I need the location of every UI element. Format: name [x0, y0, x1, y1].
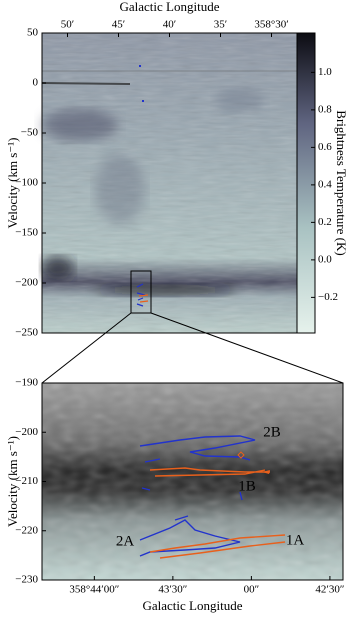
colorbar-tick-label: 0.2 [318, 216, 332, 228]
x-tick-label: 358°30′ [254, 19, 288, 31]
y-tick-label: −190 [15, 377, 38, 389]
colorbar-tick-label: −0.2 [318, 291, 338, 303]
y-tick-label: −150 [15, 227, 38, 239]
annotation: 1A [286, 532, 305, 548]
x-tick-label: 40′ [163, 19, 176, 31]
y-tick-label: −200 [15, 277, 38, 289]
x-tick-label: 50′ [61, 19, 74, 31]
top-image [41, 32, 298, 334]
y-tick-label: −100 [15, 177, 38, 189]
x-tick-label: 43′30″ [158, 584, 187, 596]
y-tick-label: −210 [15, 475, 38, 487]
y-tick-label: −50 [21, 127, 39, 139]
colorbar-tick-label: 1.0 [318, 66, 332, 78]
colorbar-tick-label: 0.0 [318, 253, 332, 265]
colorbar [296, 32, 316, 334]
x-tick-label: 358°44′00″ [69, 584, 119, 596]
y-axis-label: Velocity (km s⁻¹) [5, 138, 20, 229]
y-tick-label: −200 [15, 426, 38, 438]
x-tick-label: 35′ [214, 19, 227, 31]
y-axis-label: Velocity (km s⁻¹) [5, 436, 20, 527]
y-tick-label: −230 [15, 574, 38, 586]
annotation: 2A [116, 533, 135, 549]
x-tick-label: 42′30″ [315, 584, 344, 596]
colorbar-tick-label: 0.4 [318, 178, 332, 190]
y-tick-label: 0 [33, 77, 39, 89]
annotation: 1B [238, 478, 256, 494]
colorbar-tick-label: 0.8 [318, 103, 332, 115]
zoom-line [150, 312, 344, 384]
bottom-image [41, 382, 344, 581]
x-axis-label: Galactic Longitude [143, 598, 243, 613]
colorbar-tick-label: 0.6 [318, 141, 332, 153]
colorbar-label: Brightness Temperature (K) [334, 110, 349, 255]
x-axis-label: Galactic Longitude [120, 0, 220, 14]
annotation: 2B [263, 424, 281, 440]
y-tick-label: 50 [27, 27, 39, 39]
x-tick-label: 00″ [244, 584, 260, 596]
zoom-line [41, 312, 132, 384]
y-tick-label: −220 [15, 524, 38, 536]
x-tick-label: 45′ [112, 19, 125, 31]
y-tick-label: −250 [15, 327, 38, 339]
